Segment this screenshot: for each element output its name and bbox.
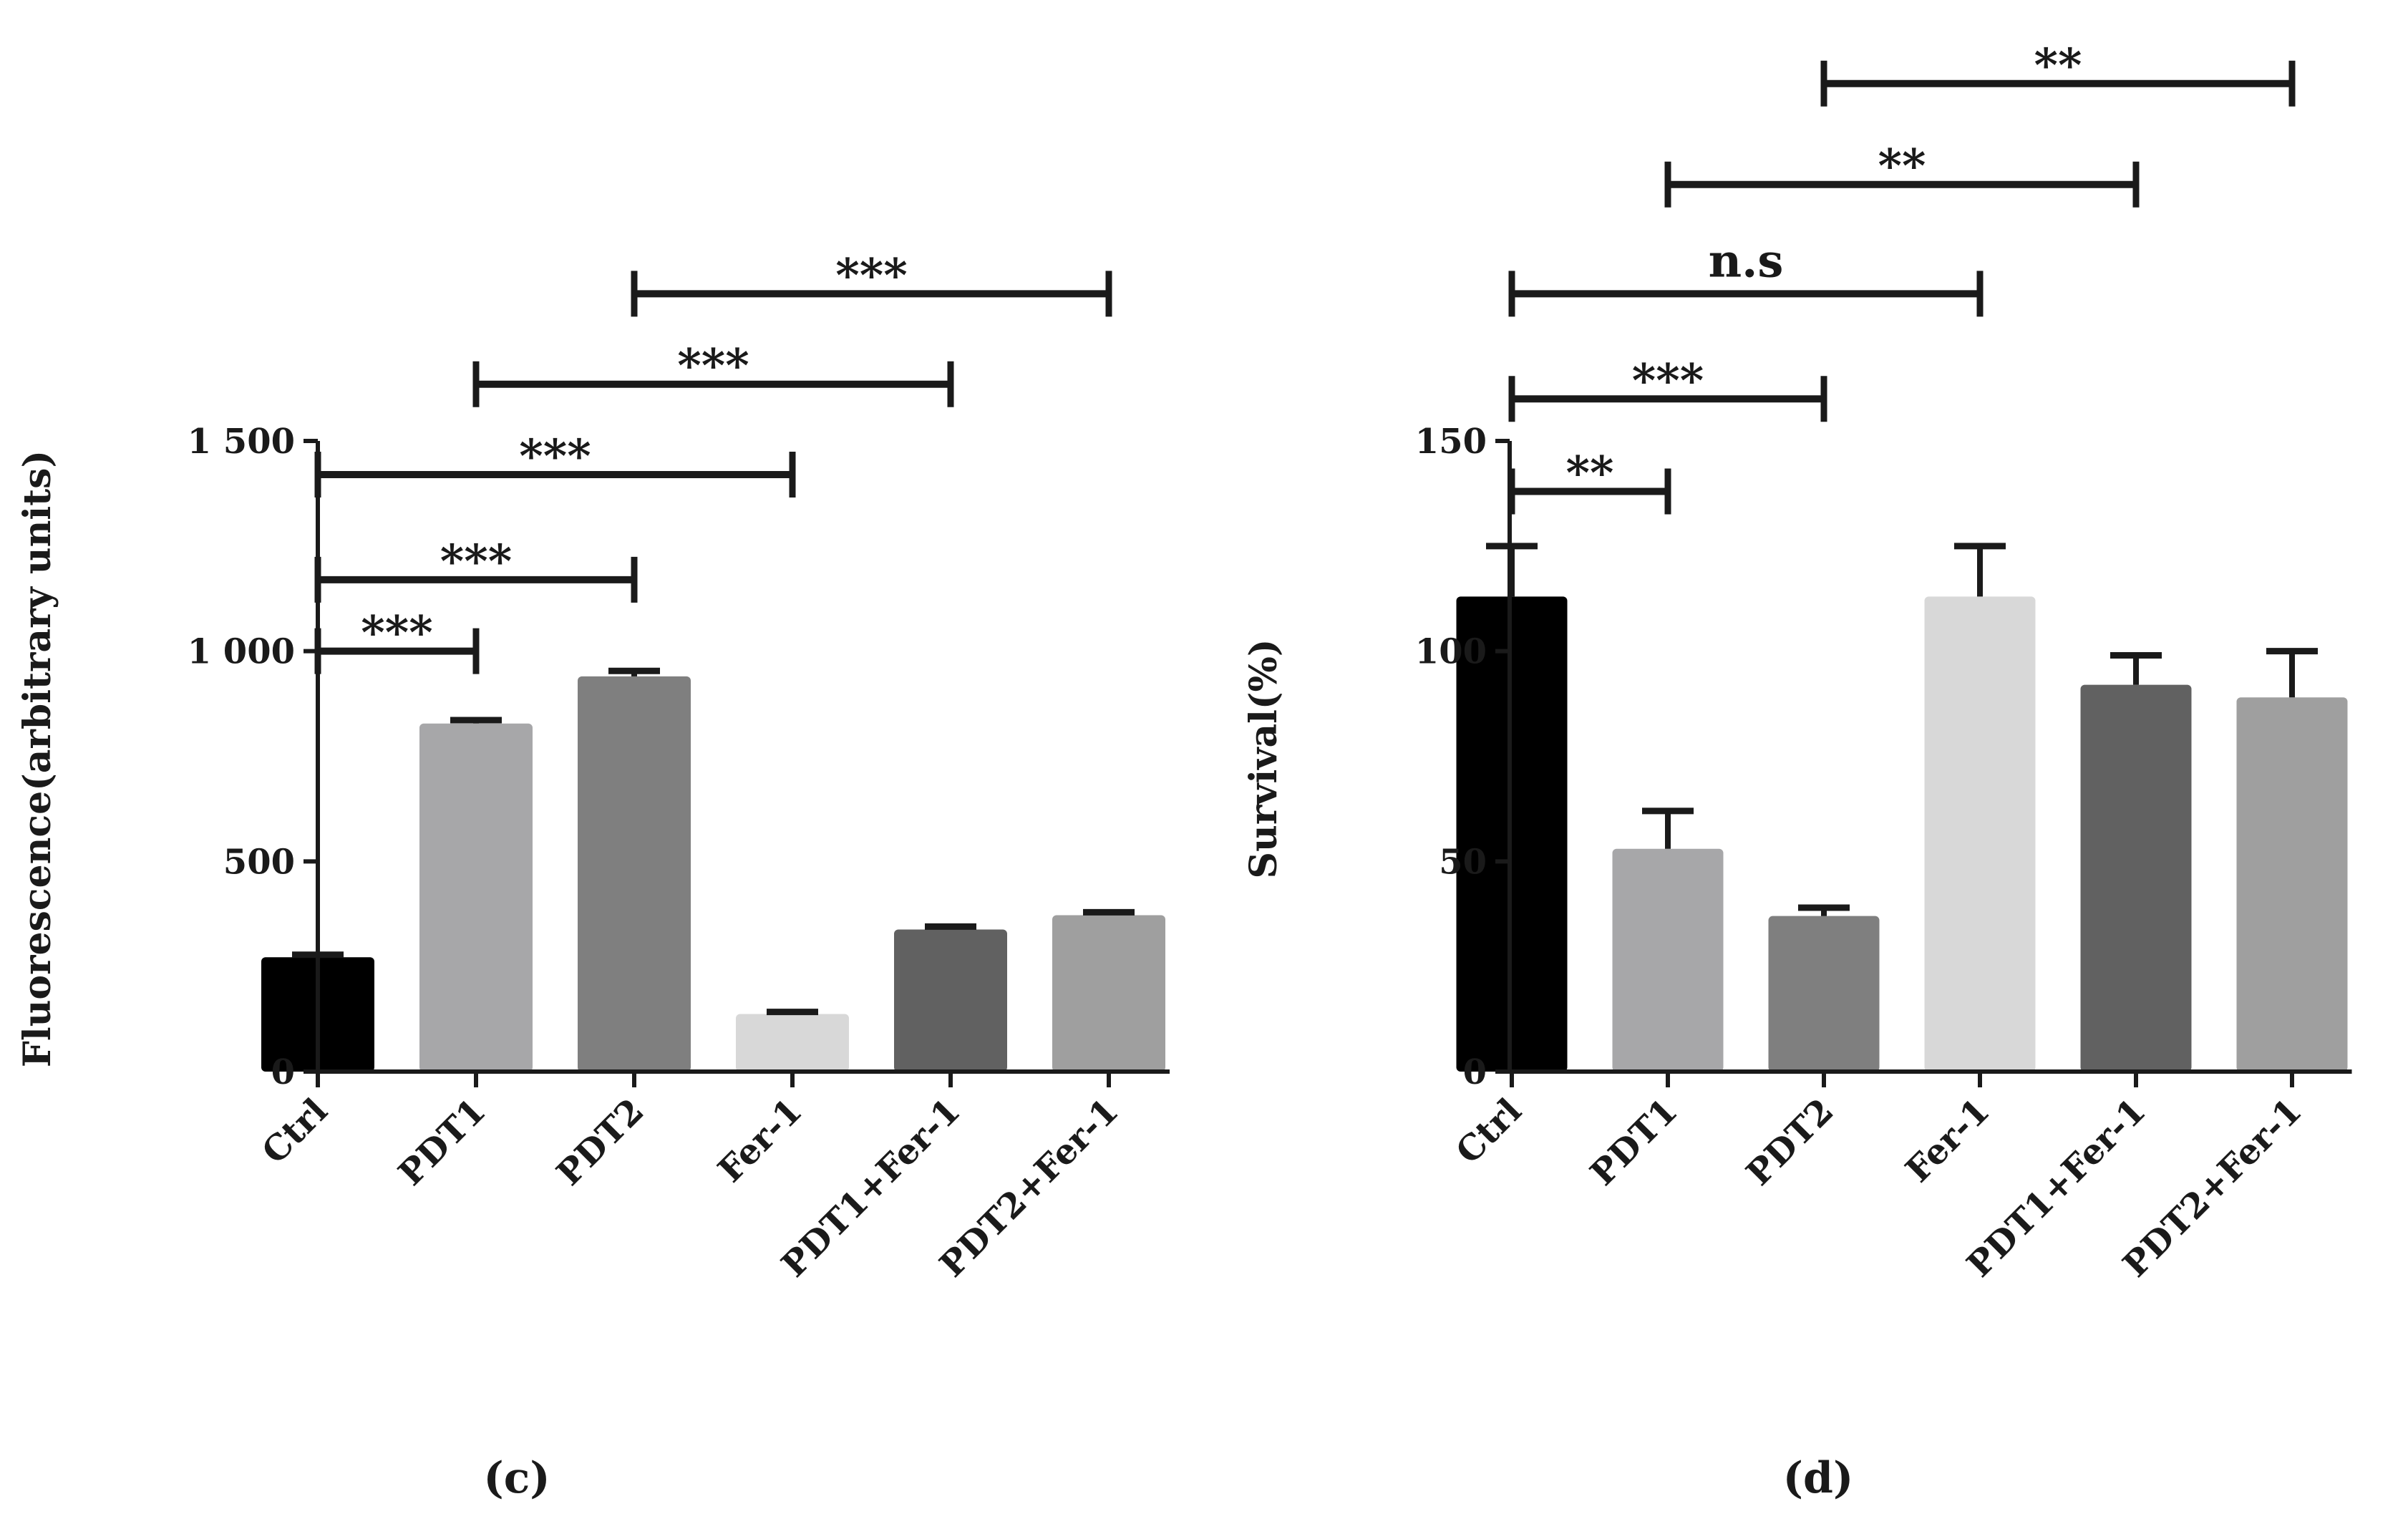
significance-bracket-d-3: ** bbox=[1664, 140, 2140, 208]
significance-label-c-0: *** bbox=[361, 606, 432, 660]
significance-bracket-c-4: *** bbox=[631, 248, 1112, 317]
bar-c-2 bbox=[578, 676, 691, 1072]
x-tick-label-d-1: PDT1 bbox=[1583, 1091, 1685, 1193]
significance-label-c-4: *** bbox=[835, 248, 907, 302]
x-tick-label-c-2: PDT2 bbox=[549, 1091, 651, 1193]
significance-label-c-3: *** bbox=[677, 339, 749, 393]
x-tick-label-d-2: PDT2 bbox=[1739, 1091, 1841, 1193]
significance-bracket-d-2: n.s bbox=[1508, 234, 1984, 317]
x-tick-label-c-3: Fer-1 bbox=[710, 1091, 810, 1190]
y-tick-label-d-3: 150 bbox=[1415, 422, 1487, 462]
significance-label-d-3: ** bbox=[1878, 140, 1926, 193]
bar-c-3 bbox=[736, 1014, 849, 1072]
x-tick-label-d-0: Ctrl bbox=[1448, 1091, 1529, 1172]
bar-d-1 bbox=[1612, 848, 1724, 1072]
significance-label-c-1: *** bbox=[440, 535, 512, 588]
significance-bracket-d-0: ** bbox=[1508, 446, 1671, 515]
panel-caption-d: (d) bbox=[1783, 1453, 1854, 1503]
significance-bracket-c-2: *** bbox=[314, 430, 796, 498]
significance-bracket-d-1: *** bbox=[1508, 354, 1827, 422]
significance-bracket-d-4: ** bbox=[1820, 39, 2296, 107]
significance-label-d-1: *** bbox=[1632, 354, 1704, 407]
y-tick-label-c-3: 1 500 bbox=[188, 422, 295, 462]
y-tick-label-c-2: 1 000 bbox=[188, 632, 295, 672]
significance-label-c-2: *** bbox=[519, 430, 591, 483]
y-tick-label-d-0: 0 bbox=[1463, 1052, 1487, 1092]
y-tick-label-c-1: 500 bbox=[223, 842, 295, 882]
y-tick-label-c-0: 0 bbox=[271, 1052, 295, 1092]
significance-bracket-c-3: *** bbox=[472, 339, 954, 407]
significance-label-d-2: n.s bbox=[1709, 234, 1784, 288]
y-tick-label-d-1: 50 bbox=[1439, 842, 1487, 882]
x-tick-label-c-1: PDT1 bbox=[391, 1091, 493, 1193]
bar-c-1 bbox=[419, 723, 533, 1072]
bar-d-2 bbox=[1768, 916, 1880, 1072]
significance-label-d-4: ** bbox=[2034, 39, 2082, 92]
significance-label-d-0: ** bbox=[1566, 446, 1614, 500]
x-tick-label-c-0: Ctrl bbox=[254, 1091, 335, 1172]
significance-bracket-c-0: *** bbox=[314, 606, 480, 674]
panel-caption-c: (c) bbox=[483, 1453, 550, 1503]
bar-d-4 bbox=[2080, 684, 2192, 1072]
x-tick-label-d-3: Fer-1 bbox=[1898, 1091, 1997, 1190]
bar-c-4 bbox=[894, 929, 1007, 1072]
significance-bracket-c-1: *** bbox=[314, 535, 638, 603]
bar-c-5 bbox=[1052, 915, 1165, 1072]
bar-d-3 bbox=[1924, 596, 2036, 1072]
bar-d-5 bbox=[2236, 697, 2348, 1072]
y-axis-title-d: Survival(%) bbox=[1242, 639, 1286, 878]
y-tick-label-d-2: 100 bbox=[1415, 632, 1487, 672]
y-axis-title-c: Fluorescence(arbitrary units) bbox=[16, 450, 59, 1067]
